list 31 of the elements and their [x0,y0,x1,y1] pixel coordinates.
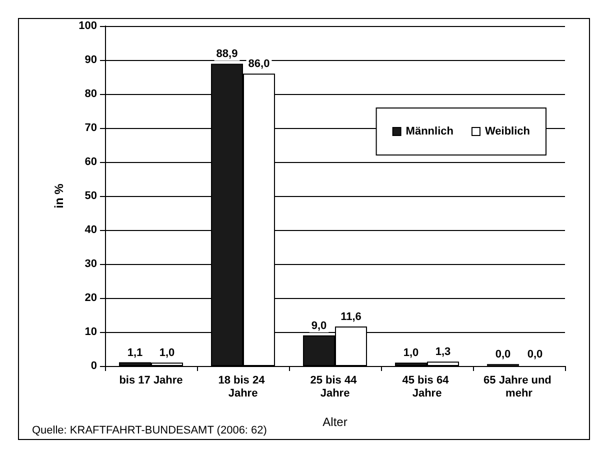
y-tick-label: 100 [78,20,97,32]
data-label: 1,0 [159,347,175,360]
legend-label: Weiblich [484,126,530,138]
y-tick-label: 60 [84,156,97,168]
y-axis-title: in % [52,183,66,208]
y-tick-label: 10 [84,326,97,338]
data-label: 1,0 [403,347,419,360]
y-tick-label: 30 [84,258,97,270]
y-tick-label: 70 [84,122,97,134]
data-label: 0,0 [495,348,511,360]
y-tick-label: 0 [90,360,97,372]
data-label: 88,9 [216,48,238,60]
y-tick-label: 40 [84,224,97,236]
x-tick-label: bis 17 Jahre [119,374,183,386]
x-tick-label: 65 Jahre und mehr [484,374,554,400]
data-label: 86,0 [248,58,270,70]
x-tick-label: 25 bis 44 Jahre [310,374,360,400]
data-label: 0,0 [527,348,543,360]
y-tick-label: 80 [84,88,97,100]
y-tick-label: 20 [84,292,97,304]
source-note: Quelle: KRAFTFAHRT-BUNDESAMT (2006: 62) [32,424,267,436]
data-label: 11,6 [340,311,362,324]
x-tick-label: 45 bis 64 Jahre [402,374,452,400]
y-tick-label: 90 [84,54,97,66]
data-label: 9,0 [311,320,327,332]
y-tick-label: 50 [84,190,97,202]
x-tick-label: 18 bis 24 Jahre [218,374,268,400]
legend-label: Männlich [406,126,454,138]
data-label: 1,1 [127,346,143,359]
data-label: 1,3 [435,346,451,358]
x-axis-title: Alter [322,415,348,429]
